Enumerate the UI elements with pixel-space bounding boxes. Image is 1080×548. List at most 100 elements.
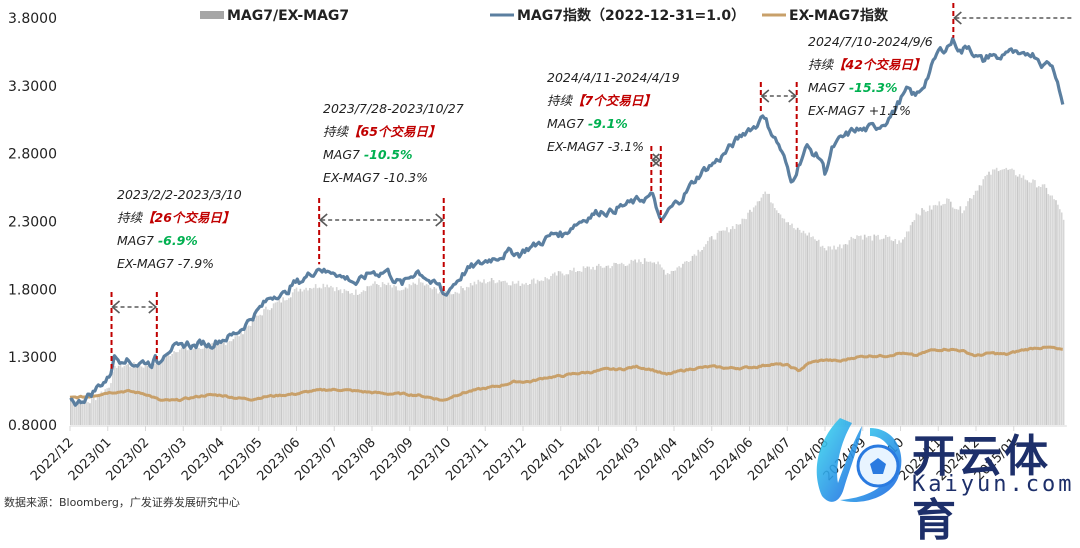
ex-mag7-change: EX-MAG7 +1.1% <box>808 103 911 118</box>
arrow-right-icon <box>148 300 158 314</box>
ratio-bar <box>79 399 82 425</box>
ratio-bar <box>670 270 673 425</box>
ratio-bar <box>576 271 579 425</box>
ratio-bar <box>163 358 166 425</box>
ratio-bar <box>444 291 447 425</box>
ratio-bar <box>135 365 137 425</box>
event-duration: 持续【65个交易日】 <box>323 124 440 139</box>
ex-mag7-line <box>69 345 1063 403</box>
ratio-bar <box>796 227 799 425</box>
ratio-bar <box>175 352 177 425</box>
y-tick-label: 2.3000 <box>8 215 57 231</box>
ratio-bar <box>768 193 770 425</box>
ratio-bar <box>764 191 766 425</box>
ratio-bar <box>249 326 252 425</box>
ratio-bar <box>588 266 591 425</box>
ratio-bar <box>201 348 204 425</box>
ratio-bar <box>211 342 214 425</box>
ratio-bar <box>379 287 382 425</box>
ratio-bar <box>967 201 969 425</box>
ratio-bar <box>632 260 635 425</box>
ratio-bar <box>980 185 983 425</box>
ratio-bar <box>816 240 818 425</box>
y-tick-label: 3.8000 <box>8 11 57 27</box>
ratio-bar <box>374 281 376 425</box>
ratio-bar <box>376 284 378 425</box>
ratio-bar <box>410 285 413 425</box>
ratio-bar <box>142 367 145 425</box>
ratio-bar <box>70 397 72 425</box>
duration-prefix: 持续 <box>323 124 350 139</box>
ratio-bar <box>1030 182 1032 425</box>
ratio-bar <box>452 294 455 425</box>
ratio-bar <box>196 348 198 425</box>
ratio-bar <box>915 213 918 425</box>
ratio-bar <box>318 287 321 425</box>
ratio-bar <box>377 285 380 425</box>
ratio-bar <box>232 339 235 425</box>
ratio-bar <box>840 248 843 425</box>
event-annotation: 2024/7/10-2024/9/6 持续【42个交易日】 MAG7 -15.3% E… <box>808 34 933 118</box>
ratio-bar <box>200 349 202 425</box>
ratio-bar <box>928 205 931 425</box>
ratio-bar <box>488 281 491 425</box>
ratio-bar <box>546 278 548 425</box>
ratio-bar <box>795 229 797 425</box>
ratio-bar <box>1043 184 1046 425</box>
ratio-bar <box>337 290 340 425</box>
ratio-bar <box>263 309 265 425</box>
ratio-bar <box>992 169 994 425</box>
ratio-bar <box>127 364 129 425</box>
ratio-bar <box>326 284 328 425</box>
ratio-bar <box>515 283 518 425</box>
y-axis: 0.8000 1.3000 1.8000 2.3000 2.8000 3.3000 3.80… <box>8 11 57 434</box>
ratio-bar <box>837 246 839 425</box>
ratio-bar <box>464 290 466 425</box>
ratio-bar <box>544 277 547 425</box>
ratio-bar <box>104 389 107 425</box>
ratio-bar <box>366 286 369 425</box>
ratio-bar <box>839 244 841 425</box>
ratio-bar <box>695 255 698 425</box>
ratio-bar <box>465 286 468 425</box>
ratio-bar <box>567 274 569 425</box>
ratio-bar <box>443 288 445 425</box>
ratio-bar <box>397 290 399 425</box>
ratio-bar <box>747 212 749 425</box>
ratio-bar <box>804 233 807 425</box>
ratio-bar <box>1024 179 1027 425</box>
ratio-bar <box>383 283 386 425</box>
ratio-bar <box>154 364 156 425</box>
ratio-bar <box>98 396 101 425</box>
ratio-bar <box>850 236 853 425</box>
ratio-bar <box>1057 204 1059 425</box>
ratio-bar <box>123 365 126 425</box>
mag7-label: MAG7 <box>808 80 849 95</box>
arrow-right-icon <box>788 89 797 103</box>
ratio-bar <box>944 203 946 425</box>
ratio-bar <box>406 288 409 425</box>
ratio-bar <box>969 198 971 425</box>
ratio-bar <box>404 287 407 425</box>
ratio-bar <box>666 273 669 425</box>
ratio-bar <box>810 237 812 425</box>
ratio-bar <box>844 244 847 425</box>
ratio-bar <box>364 291 367 425</box>
ratio-bar <box>751 211 753 425</box>
duration-days: 【42个交易日】 <box>833 57 925 72</box>
ratio-bar <box>728 232 730 425</box>
ratio-bar <box>913 220 916 425</box>
arrow-left-icon <box>651 153 660 167</box>
ratio-bar <box>563 275 566 425</box>
ratio-bar <box>96 395 99 425</box>
ratio-bar <box>1005 167 1008 425</box>
ratio-bar <box>179 349 181 425</box>
ratio-bar <box>619 263 621 425</box>
ratio-bar <box>548 279 550 425</box>
ratio-bar <box>749 209 751 425</box>
ratio-bar <box>198 348 200 425</box>
ratio-bar <box>752 207 755 425</box>
ratio-bar <box>971 198 973 425</box>
ratio-bar <box>584 268 587 425</box>
ratio-bar <box>205 348 208 425</box>
